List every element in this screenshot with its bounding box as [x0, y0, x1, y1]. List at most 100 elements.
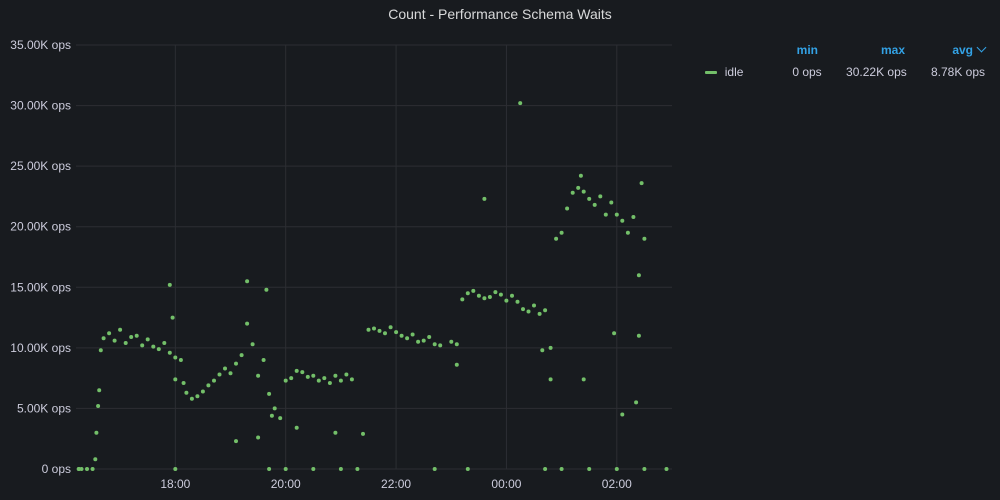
data-point	[405, 336, 410, 341]
data-point	[476, 293, 481, 298]
data-point	[388, 325, 393, 330]
data-point	[85, 467, 89, 471]
data-point	[267, 391, 272, 396]
data-point	[454, 362, 459, 367]
data-point	[377, 328, 382, 333]
data-point	[515, 299, 520, 304]
data-point	[223, 366, 227, 371]
data-point	[344, 372, 349, 377]
data-point	[327, 381, 332, 385]
data-point	[642, 467, 647, 471]
data-point	[609, 200, 614, 205]
y-tick-label: 20.00K ops	[10, 220, 71, 234]
data-point	[493, 290, 498, 295]
data-point	[620, 412, 625, 417]
data-point	[250, 342, 255, 347]
y-axis: 0 ops 5.00K ops 10.00K ops 15.00K ops 20.00K…	[10, 38, 71, 476]
data-point	[421, 338, 426, 343]
data-point	[76, 467, 81, 471]
data-point	[107, 331, 112, 336]
data-point	[565, 206, 570, 211]
y-tick-label: 15.00K ops	[10, 280, 71, 294]
data-point	[578, 173, 583, 178]
data-point	[256, 435, 261, 440]
legend-row-idle[interactable]: idle 0 ops 30.22K ops 8.78K ops	[695, 60, 985, 84]
data-point	[156, 347, 161, 352]
data-point	[234, 361, 238, 366]
data-point	[97, 388, 102, 393]
chart-title: Count - Performance Schema Waits	[388, 6, 612, 22]
data-point	[581, 377, 586, 382]
data-point	[101, 336, 106, 341]
legend-header-min[interactable]: min	[796, 43, 818, 57]
data-point	[510, 293, 514, 298]
data-point	[581, 189, 586, 194]
x-tick-label: 18:00	[160, 477, 190, 491]
x-tick-label: 02:00	[602, 477, 632, 491]
data-point	[178, 358, 183, 362]
legend: min max avg idle 0 ops 30.22K ops 8.78K …	[695, 40, 987, 84]
data-point	[631, 215, 636, 219]
data-point	[540, 348, 545, 353]
data-point	[96, 404, 101, 408]
data-point	[543, 467, 548, 471]
data-point	[559, 230, 564, 235]
data-point	[349, 377, 354, 382]
data-point	[170, 315, 175, 320]
data-point	[267, 467, 272, 471]
data-point	[636, 333, 641, 338]
data-point	[465, 467, 470, 471]
legend-header-avg[interactable]: avg	[905, 42, 987, 57]
data-point	[504, 298, 509, 303]
data-point	[189, 396, 194, 401]
data-point	[93, 457, 98, 462]
data-point	[587, 196, 592, 201]
data-point	[206, 383, 211, 388]
data-point	[460, 297, 465, 302]
data-point	[333, 430, 338, 435]
data-point	[264, 287, 269, 292]
data-point	[576, 185, 581, 190]
data-point	[118, 327, 123, 332]
y-tick-label: 10.00K ops	[10, 341, 71, 355]
legend-series-name: idle	[724, 65, 744, 79]
data-point	[167, 350, 172, 355]
data-point	[245, 321, 250, 326]
data-point	[269, 413, 274, 418]
x-tick-label: 00:00	[491, 477, 521, 491]
data-point	[228, 371, 233, 376]
data-point	[217, 372, 222, 377]
data-point	[614, 212, 619, 217]
data-point	[200, 389, 205, 394]
y-tick-label: 35.00K ops	[10, 38, 71, 52]
data-point	[454, 342, 459, 347]
data-point	[526, 309, 531, 314]
data-point	[173, 467, 178, 471]
data-point	[554, 236, 559, 241]
data-point	[94, 430, 99, 435]
data-point	[548, 377, 553, 382]
data-point	[162, 341, 167, 345]
series-idle	[76, 101, 669, 471]
data-point	[639, 181, 644, 186]
data-point	[294, 425, 299, 430]
data-point	[134, 333, 139, 338]
legend-header-max[interactable]: max	[880, 43, 905, 57]
data-point	[112, 338, 117, 343]
data-point	[625, 230, 630, 235]
x-tick-label: 20:00	[271, 477, 301, 491]
data-point	[256, 373, 261, 378]
data-point	[151, 344, 156, 349]
x-tick-label: 22:00	[381, 477, 411, 491]
data-point	[465, 291, 470, 296]
data-point	[272, 406, 277, 411]
data-point	[333, 373, 338, 378]
data-point	[283, 378, 288, 383]
data-point	[498, 292, 503, 297]
data-point	[167, 282, 172, 287]
data-point	[642, 236, 647, 241]
legend-header-avg-label: avg	[952, 43, 973, 57]
data-point	[432, 342, 437, 347]
data-point	[98, 348, 103, 353]
